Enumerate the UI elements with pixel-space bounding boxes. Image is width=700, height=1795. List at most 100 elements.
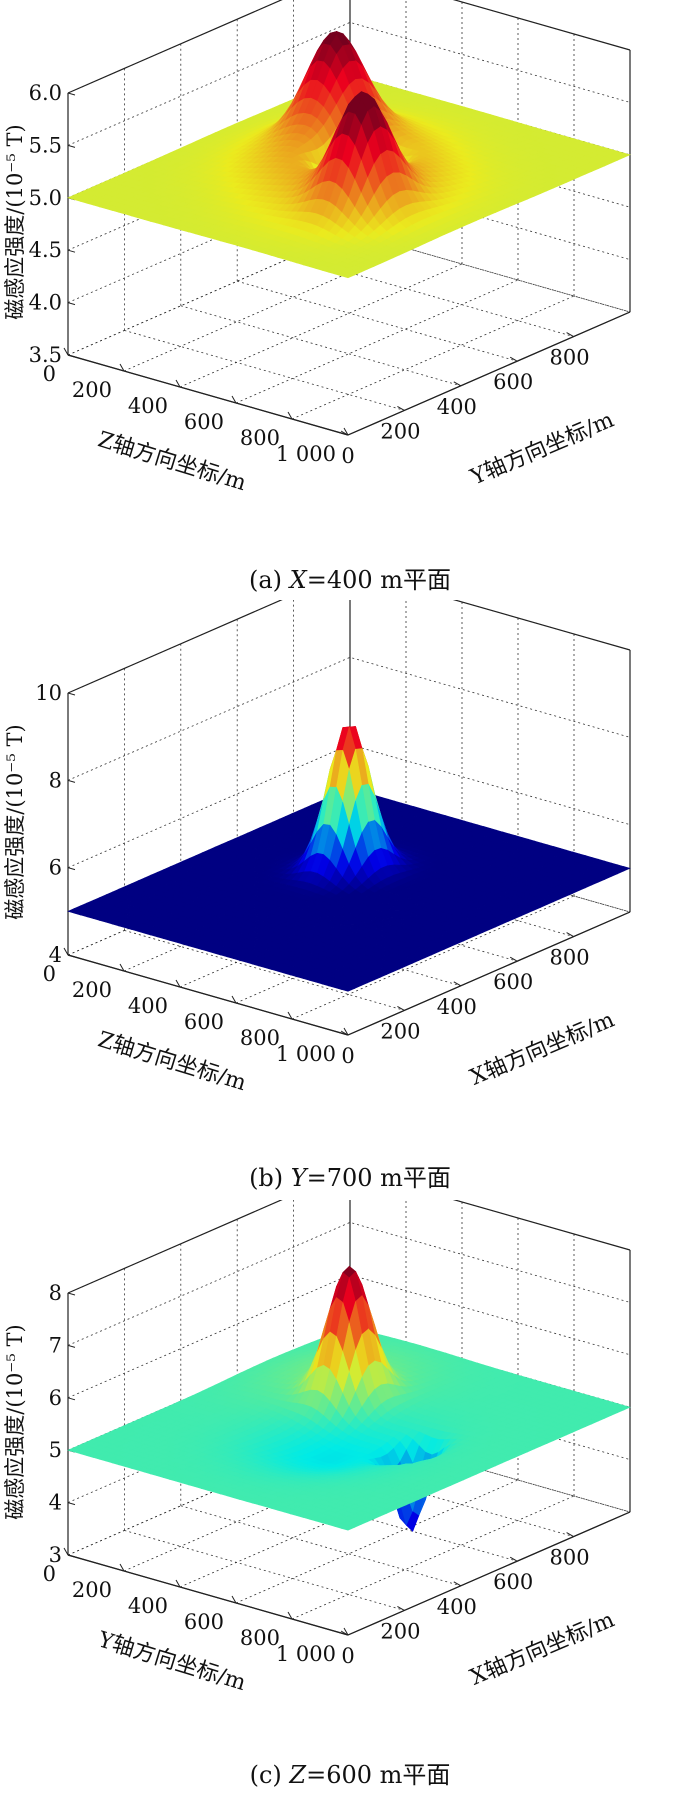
y-tick-mark bbox=[340, 430, 349, 436]
z-tick-label: 4 bbox=[49, 943, 62, 967]
z-tick-mark bbox=[67, 1292, 76, 1296]
x-tick-mark bbox=[63, 347, 69, 356]
grid-line-y-floor bbox=[293, 256, 574, 337]
z-tick-label: 7 bbox=[49, 1333, 62, 1357]
grid-line-y-floor bbox=[349, 231, 631, 313]
y-tick-mark bbox=[340, 1030, 349, 1036]
x-tick-label: 1 000 bbox=[276, 442, 336, 466]
grid-line-x-floor bbox=[291, 295, 575, 420]
grid-line-z bbox=[67, 1431, 631, 1556]
grid-line-z bbox=[67, 600, 631, 694]
z-tick-label: 5.0 bbox=[29, 186, 62, 210]
surface-patch bbox=[340, 986, 356, 992]
z-tick-mark bbox=[67, 867, 76, 871]
x-tick-label: 800 bbox=[240, 1026, 280, 1050]
x-tick-mark bbox=[63, 1547, 69, 1556]
x-tick-mark bbox=[287, 1011, 293, 1020]
z-tick-mark bbox=[67, 1502, 76, 1506]
grid-line-z bbox=[67, 179, 631, 303]
z-tick-mark bbox=[67, 92, 76, 96]
panel-b: 4 6 8 10 0 200 400 600 800 1 000 0 200 400 600 800 Z轴方向… bbox=[0, 600, 700, 1200]
x-tick-mark bbox=[231, 995, 237, 1004]
z-tick-label: 6.0 bbox=[29, 81, 62, 105]
grid-line-y-floor bbox=[180, 305, 461, 387]
grid-line-y-floor bbox=[237, 1480, 518, 1562]
grid-line-y-floor bbox=[124, 1530, 405, 1611]
y-tick-label: 400 bbox=[437, 1595, 477, 1619]
x-tick-label: 600 bbox=[184, 410, 224, 434]
x-tick-label: 0 bbox=[43, 1562, 56, 1586]
z-tick-mark bbox=[67, 1344, 76, 1348]
z-tick-label: 4 bbox=[49, 1491, 62, 1515]
x-tick-mark bbox=[175, 1579, 181, 1588]
box-edge bbox=[67, 1200, 283, 1294]
y-tick-label: 200 bbox=[380, 1019, 420, 1043]
caption-b: (b) Y=700 m平面 bbox=[0, 1158, 700, 1193]
y-tick-mark bbox=[509, 356, 518, 362]
x-tick-mark bbox=[119, 363, 125, 372]
grid-line-y-floor bbox=[124, 930, 405, 1011]
y-tick-mark bbox=[509, 956, 518, 962]
x-tick-label: 400 bbox=[128, 1594, 168, 1618]
x-tick-label: 800 bbox=[240, 426, 280, 450]
x-tick-mark bbox=[287, 411, 293, 420]
axis-line bbox=[67, 954, 349, 1036]
box-edge bbox=[452, 600, 631, 651]
axis-line bbox=[347, 311, 631, 436]
y-tick-label: 0 bbox=[341, 444, 354, 468]
axis-line bbox=[67, 354, 349, 436]
z-tick-label: 5 bbox=[49, 1438, 62, 1462]
x-tick-label: 200 bbox=[72, 978, 112, 1002]
grid-line-y-floor bbox=[124, 330, 405, 411]
x-tick-label: 200 bbox=[72, 1578, 112, 1602]
grid-line-y-floor bbox=[180, 1505, 461, 1587]
surface bbox=[67, 1265, 631, 1532]
y-tick-label: 200 bbox=[380, 1619, 420, 1643]
x-axis-label: Y轴方向坐标/m bbox=[94, 1627, 249, 1696]
y-tick-label: 400 bbox=[437, 995, 477, 1019]
z-tick-label: 6 bbox=[49, 856, 62, 880]
grid-line-z bbox=[67, 1274, 631, 1399]
y-tick-mark bbox=[566, 1532, 574, 1538]
x-tick-label: 800 bbox=[240, 1626, 280, 1650]
panel-a: 3.5 4.0 4.5 5.0 5.5 6.0 0 200 400 600 800 1 000 0 200… bbox=[0, 0, 700, 600]
caption-b-prefix: (b) bbox=[249, 1164, 291, 1192]
x-tick-mark bbox=[343, 1027, 349, 1036]
grid-line-y-floor bbox=[349, 1431, 631, 1513]
z-tick-label: 6 bbox=[49, 1386, 62, 1410]
y-tick-mark bbox=[566, 332, 574, 338]
x-tick-mark bbox=[231, 395, 237, 404]
x-tick-mark bbox=[63, 947, 69, 956]
y-tick-label: 600 bbox=[493, 1570, 533, 1594]
z-tick-label: 4.5 bbox=[29, 238, 62, 262]
y-tick-mark bbox=[397, 1605, 405, 1611]
box-edge bbox=[452, 0, 631, 51]
surface bbox=[67, 725, 631, 992]
z-axis-label: 磁感应强度/(10⁻⁵ T) bbox=[3, 124, 27, 319]
y-tick-label: 600 bbox=[493, 970, 533, 994]
y-tick-label: 800 bbox=[550, 946, 590, 970]
grid-line-x-floor bbox=[291, 895, 575, 1020]
x-tick-label: 1 000 bbox=[276, 1042, 336, 1066]
caption-a-suffix: =400 m平面 bbox=[306, 566, 452, 594]
z-tick-label: 10 bbox=[35, 681, 62, 705]
z-tick-mark bbox=[67, 144, 76, 148]
x-tick-label: 1 000 bbox=[276, 1642, 336, 1666]
grid-line-x-floor bbox=[235, 279, 519, 404]
z-tick-label: 8 bbox=[49, 1281, 62, 1305]
y-tick-mark bbox=[453, 381, 462, 387]
y-tick-label: 0 bbox=[341, 1044, 354, 1068]
z-tick-label: 8 bbox=[49, 768, 62, 792]
y-axis-label: X轴方向坐标/m bbox=[467, 1007, 619, 1090]
x-axis-label: Z轴方向坐标/m bbox=[95, 427, 249, 496]
x-tick-label: 400 bbox=[128, 994, 168, 1018]
grid-line-y-floor bbox=[237, 280, 518, 362]
grid-line-x-floor bbox=[291, 1495, 575, 1620]
y-tick-mark bbox=[397, 405, 405, 411]
panel-c: 3 4 5 6 7 8 0 200 400 600 800 1 000 0 200 400 600 800 Y轴方… bbox=[0, 1200, 700, 1795]
grid-line-z bbox=[67, 744, 631, 869]
grid-line-x-floor bbox=[235, 1479, 519, 1604]
surface-patch bbox=[340, 272, 356, 279]
